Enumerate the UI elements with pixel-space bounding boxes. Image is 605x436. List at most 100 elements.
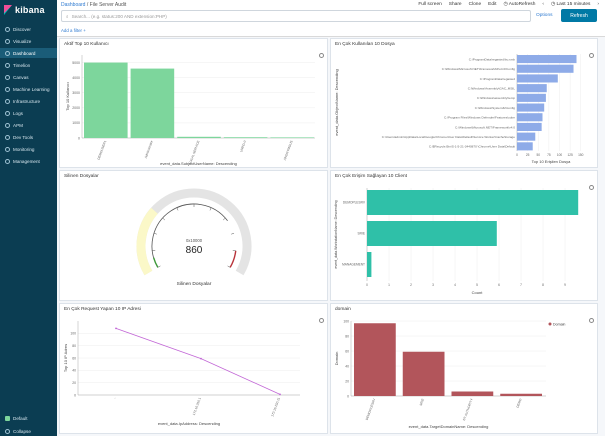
y-tick-label: 0	[74, 393, 76, 397]
collapse-icon	[5, 428, 10, 434]
sidebar-default-button[interactable]: Default	[0, 413, 57, 423]
gauge-tick	[153, 233, 157, 235]
options-button[interactable]: Options	[536, 13, 553, 18]
fullscreen-button[interactable]: Full screen	[418, 2, 442, 7]
x-tick-label: 150	[578, 153, 584, 157]
x-tick-label: 75	[547, 153, 551, 157]
x-tick-label: 5	[476, 283, 478, 287]
sidebar-item-label: Logs	[13, 110, 23, 116]
sidebar-item-dev-tools[interactable]: Dev Tools	[0, 132, 57, 142]
logs-icon	[5, 110, 10, 116]
x-tick-label: NT AUTHORITY	[462, 397, 474, 421]
y-tick-label: 4000	[72, 76, 80, 80]
legend-swatch	[548, 322, 552, 326]
bar-1	[130, 68, 175, 138]
y-tick-label: DEMOPLESRV	[343, 201, 366, 205]
sidebar-item-machine-learning[interactable]: Machine Learning	[0, 84, 57, 94]
y-tick-label: 100	[70, 332, 76, 336]
search-input[interactable]: Search... (e.g. status:200 AND extension…	[71, 13, 167, 19]
time-next-button[interactable]: ›	[597, 2, 599, 7]
wrench-icon	[5, 134, 10, 140]
dashboard-icon	[5, 50, 10, 56]
panel-options-icon[interactable]	[319, 318, 324, 323]
bar-8	[517, 132, 536, 141]
x-tick-label: -	[113, 397, 117, 399]
sidebar-item-label: Monitoring	[13, 146, 35, 152]
x-axis-label: event_data.IpAddress: Descending	[158, 421, 220, 426]
active-users-chart: 0 1000 2000 3000 4000 5000 DEMOUSER1 Administra…	[65, 55, 315, 166]
panel-options-icon[interactable]	[589, 185, 594, 190]
x-tick-label: Administrator	[144, 139, 155, 159]
time-range-picker[interactable]: ◷ Last 15 minutes	[551, 2, 590, 7]
breadcrumb-current: File Server Audit	[89, 2, 127, 8]
panel-domain: domain 0 20 40 60 80 100 DEMOFILESRV SRIE NT AUT…	[330, 303, 598, 434]
bar-3	[223, 137, 268, 138]
sidebar-item-timelion[interactable]: Timelion	[0, 60, 57, 70]
sidebar-item-dashboard[interactable]: Dashboard	[0, 48, 57, 58]
y-tick-label: C:\Users\admin\AppData\Local\Google\Chro…	[382, 135, 515, 139]
bar-3	[517, 84, 547, 93]
deleted-files-gauge: 0x10000 860 Silinen Dosyalar	[136, 188, 252, 287]
series-line	[115, 328, 281, 395]
x-axis-label: Count	[472, 290, 484, 295]
sidebar-item-discover[interactable]: Discover	[0, 24, 57, 34]
breadcrumb-separator: /	[86, 2, 89, 8]
kibana-logo[interactable]: kibana	[4, 5, 45, 15]
bar-7	[517, 122, 542, 131]
bar-1	[517, 64, 574, 73]
kibana-logo-icon	[4, 5, 12, 15]
x-tick-label: 2	[410, 283, 412, 287]
time-prev-button[interactable]: ‹	[542, 2, 544, 7]
y-tick-label: C:\Windows\Microsoft.NET\Framework\v4.0	[455, 125, 515, 129]
share-button[interactable]: Share	[448, 2, 462, 7]
panel-active-users: Aktif Top 10 Kullanıcı 0 1000 2000 3000 4000…	[59, 38, 328, 168]
sidebar-item-canvas[interactable]: Canvas	[0, 72, 57, 82]
sidebar-item-apm[interactable]: APM	[0, 120, 57, 130]
bar-1	[402, 351, 445, 396]
gear-icon	[5, 158, 10, 164]
x-axis-label: event_data.SubjectUserName: Descending	[160, 161, 237, 166]
y-tick-label: C:\Windows\assembly\temp	[477, 96, 515, 100]
autorefresh-button[interactable]: ◷ AutoRefresh	[503, 2, 535, 7]
panel-options-icon[interactable]	[319, 53, 324, 58]
sidebar-collapse-button[interactable]: Collapse	[0, 426, 57, 436]
search-bar[interactable]: ⌕ Search... (e.g. status:200 AND extensi…	[61, 10, 531, 22]
sidebar-item-label: Machine Learning	[13, 86, 50, 92]
panel-title: En Çok Erişim Sağlayan 10 Client	[335, 174, 407, 179]
panel-title: En Çok Request Yapan 10 IP Adresi	[64, 307, 141, 312]
y-axis-label: Top 10 Kullanıcı	[65, 82, 70, 110]
sidebar-item-visualize[interactable]: Visualize	[0, 36, 57, 46]
y-tick-label: 40	[345, 364, 349, 368]
add-filter-link[interactable]: Add a filter +	[61, 28, 86, 33]
panel-options-icon[interactable]	[589, 53, 594, 58]
top-menu: Full screen Share Clone Edit ◷ AutoRefre…	[418, 2, 599, 7]
space-icon	[5, 415, 10, 421]
y-tick-label: 2000	[72, 106, 80, 110]
y-tick-label: 3000	[72, 91, 80, 95]
x-axis-label: event_data.TargetDomainName: Descending	[409, 424, 489, 429]
apm-icon	[5, 122, 10, 128]
sidebar-item-logs[interactable]: Logs	[0, 108, 57, 118]
sidebar-item-management[interactable]: Management	[0, 156, 57, 166]
x-tick-label: SRIE	[419, 398, 425, 406]
gauge-tick	[157, 265, 161, 268]
edit-button[interactable]: Edit	[488, 2, 497, 7]
y-tick-label: C:\$Recycle.Bin\S-1-5-21-3440870 \Chrome…	[429, 145, 515, 149]
top-clients-chart: 0 1 2 3 4 5 6 7 8 9 DEMOPLESRV SRIE MANAGEMENT Count e…	[334, 188, 579, 295]
clone-button[interactable]: Clone	[468, 2, 482, 7]
x-tick-label: 172.16.250.11	[270, 397, 281, 418]
x-tick-label: 125	[567, 153, 573, 157]
compass-icon	[5, 26, 10, 32]
x-tick-label: 0	[366, 283, 368, 287]
sidebar-item-infrastructure[interactable]: Infrastructure	[0, 96, 57, 106]
breadcrumb-dashboard-link[interactable]: Dashboard	[61, 2, 86, 8]
panel-top-files: En Çok Kullanılan 10 Dosya 0 25 50 75 100 125…	[330, 38, 598, 168]
time-range-label: Last 15 minutes	[556, 2, 591, 7]
refresh-button[interactable]: Refresh	[561, 9, 597, 22]
sidebar-item-monitoring[interactable]: Monitoring	[0, 144, 57, 154]
bar-0	[354, 323, 396, 396]
sidebar-bottom-label: Collapse	[13, 428, 31, 434]
panel-title: Aktif Top 10 Kullanıcı	[64, 42, 109, 47]
top-files-chart: 0 25 50 75 100 125 150 C:\ProgramData\regasted\…	[334, 54, 584, 164]
panel-options-icon[interactable]	[589, 318, 594, 323]
